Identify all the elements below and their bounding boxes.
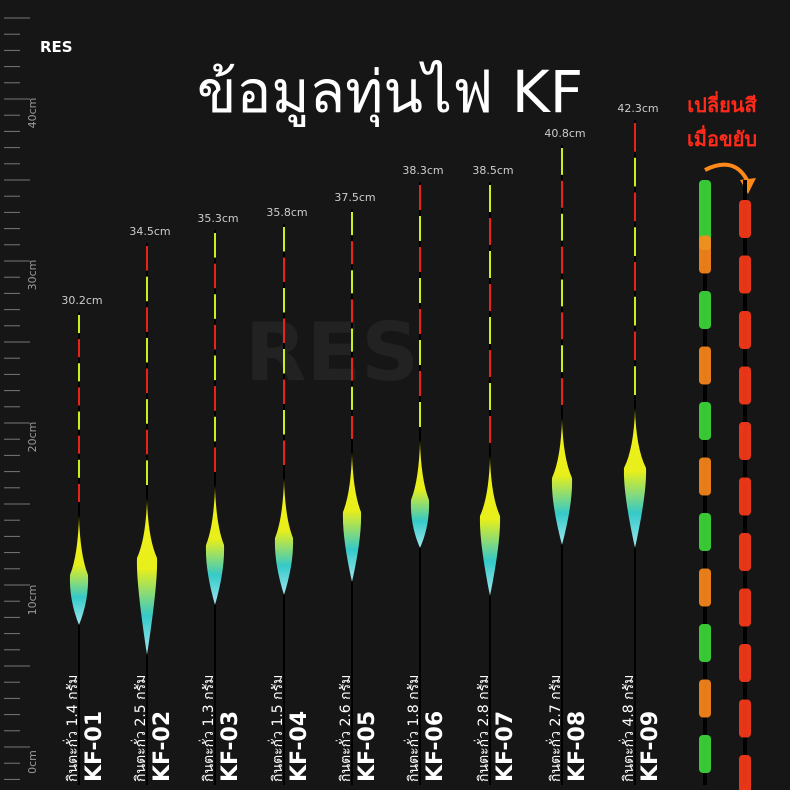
ruler-label: 40cm [26,98,39,129]
note-line: เปลี่ยนสี [687,90,757,117]
float-bulb [69,515,89,625]
float-weight: กินตะกั่ว 2.5 กรัม [131,675,149,782]
ruler-label: 10cm [26,585,39,616]
float-bulb [479,456,501,596]
float-weight: กินตะกั่ว 1.5 กรัม [268,675,286,782]
stick-segment [699,624,711,662]
float-name: KF-02 [150,711,175,782]
watermark: RES [245,306,419,399]
stick-segment [699,235,711,274]
float-weight: กินตะกั่ว 4.8 กรัม [619,675,637,782]
float-bulb [623,408,647,548]
float-name: KF-03 [218,711,243,782]
stick-segment [739,311,751,349]
float-length: 42.3cm [617,102,658,115]
stick-segment [739,200,751,238]
float-bulb [410,440,430,548]
stick-segment [699,402,711,440]
ruler-label: 20cm [26,422,39,453]
float-length: 30.2cm [61,294,102,307]
stick-segment [739,533,751,571]
float-name: KF-05 [355,711,380,782]
float-length: 38.3cm [402,164,443,177]
stick-segment [699,180,711,250]
float-length: 37.5cm [334,191,375,204]
float-name: KF-07 [493,711,518,782]
float-length: 40.8cm [544,127,585,140]
float-name: KF-01 [82,711,107,782]
stick-segment [699,291,711,329]
stick-segment [739,699,751,738]
float-bulb [342,452,362,582]
stick-segment [699,457,711,496]
stick-segment [739,755,751,790]
ruler-label: 0cm [26,750,39,774]
float-length: 38.5cm [472,164,513,177]
float-name: KF-06 [423,711,448,782]
stick-segment [699,513,711,551]
float-name: KF-04 [287,711,312,782]
title: ข้อมูลทุ่นไฟ KF [197,58,583,128]
ruler-label: 30cm [26,260,39,291]
stick-segment [699,568,711,607]
float-bulb [551,418,573,545]
float-length: 35.8cm [266,206,307,219]
float-name: KF-09 [638,711,663,782]
float-weight: กินตะกั่ว 2.6 กรัม [336,675,354,782]
stick-segment [739,422,751,460]
float-bulb [136,498,158,655]
stick-segment [699,346,711,385]
stick-segment [739,644,751,682]
stick-segment [739,477,751,516]
arrow [704,162,750,183]
float-bulb [274,478,294,595]
logo: RES [40,38,73,56]
float-weight: กินตะกั่ว 2.7 กรัม [546,675,564,782]
float-weight: กินตะกั่ว 2.8 กรัม [474,675,492,782]
stick-segment [699,735,711,773]
stick-segment [699,679,711,718]
float-bulb [205,485,225,605]
float-name: KF-08 [565,711,590,782]
stick-segment [739,366,751,405]
float-length: 34.5cm [129,225,170,238]
float-weight: กินตะกั่ว 1.8 กรัม [404,675,422,782]
float-weight: กินตะกั่ว 1.4 กรัม [63,675,81,782]
float-weight: กินตะกั่ว 1.3 กรัม [199,675,217,782]
note-line: เมื่อขยับ [687,124,757,151]
float-length: 35.3cm [197,212,238,225]
stick-segment [739,588,751,627]
stick-segment [739,255,751,294]
